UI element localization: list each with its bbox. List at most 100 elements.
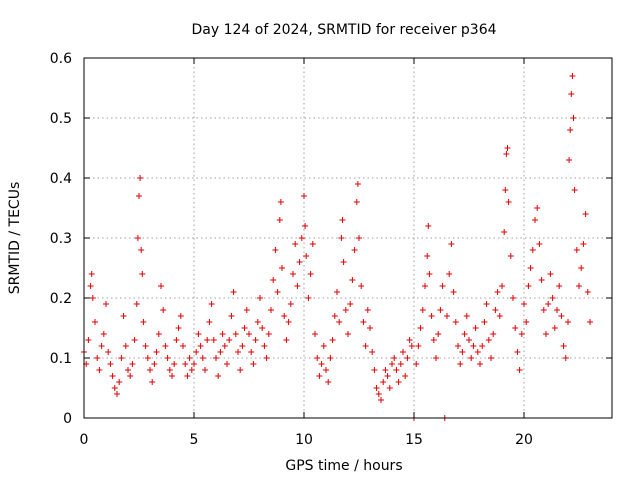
data-point — [230, 289, 237, 295]
data-point — [285, 319, 292, 325]
data-point — [334, 289, 340, 295]
data-point — [433, 355, 439, 361]
data-point — [466, 337, 472, 343]
data-point — [94, 355, 101, 361]
data-point — [307, 271, 314, 277]
data-point — [483, 301, 490, 307]
data-point — [426, 271, 433, 277]
data-point — [353, 199, 360, 205]
data-point — [450, 289, 457, 295]
data-point — [292, 241, 299, 247]
data-point — [367, 325, 373, 331]
data-point — [217, 349, 224, 355]
data-point — [87, 283, 94, 289]
y-tick-label: 0.2 — [50, 291, 72, 307]
data-point — [364, 307, 371, 313]
data-point — [349, 277, 356, 283]
data-point — [492, 307, 499, 313]
data-point — [446, 271, 453, 277]
data-point — [265, 331, 272, 337]
data-point — [270, 277, 277, 283]
data-point — [261, 343, 268, 349]
data-point — [109, 373, 116, 379]
data-point — [545, 301, 552, 307]
data-point — [243, 307, 250, 313]
data-point — [158, 283, 164, 289]
data-point — [521, 301, 527, 307]
data-point — [248, 349, 255, 355]
data-point — [554, 307, 560, 313]
x-tick-labels: 0 5 10 15 20 — [80, 432, 533, 448]
data-point — [160, 307, 167, 313]
data-point — [391, 355, 398, 361]
data-point — [305, 295, 312, 301]
data-point — [268, 307, 274, 313]
y-tick-label: 0.3 — [50, 231, 72, 247]
data-point — [540, 307, 547, 313]
data-point — [314, 355, 321, 361]
data-point — [303, 253, 310, 259]
data-point — [114, 391, 120, 397]
data-point — [331, 313, 338, 319]
data-point — [568, 91, 575, 97]
data-point — [316, 373, 323, 379]
data-point — [171, 361, 178, 367]
data-point — [430, 337, 437, 343]
data-point — [122, 343, 129, 349]
data-point — [428, 313, 435, 319]
data-point — [424, 253, 431, 259]
plot-frame — [83, 57, 613, 419]
y-tick-label: 0.6 — [50, 51, 72, 67]
data-point — [501, 229, 508, 235]
data-point — [369, 349, 376, 355]
data-point — [283, 337, 290, 343]
data-point — [565, 319, 571, 325]
data-point — [202, 367, 208, 373]
data-point — [439, 283, 446, 289]
data-point — [534, 205, 541, 211]
data-point — [437, 307, 444, 313]
data-point — [504, 145, 511, 151]
x-tick-label: 5 — [190, 432, 199, 448]
data-point — [142, 343, 149, 349]
data-point — [137, 175, 144, 181]
data-point — [338, 235, 345, 241]
data-point — [127, 373, 134, 379]
data-point — [100, 331, 107, 337]
data-point — [224, 361, 230, 367]
data-point — [195, 331, 202, 337]
data-point — [516, 367, 523, 373]
data-point — [133, 301, 140, 307]
data-point — [419, 307, 426, 313]
data-point — [499, 283, 505, 289]
data-point — [120, 313, 127, 319]
data-point — [182, 361, 189, 367]
data-point — [567, 127, 574, 133]
data-point — [125, 367, 131, 373]
data-point — [239, 343, 246, 349]
data-point — [92, 319, 98, 325]
x-tick-label: 20 — [515, 432, 533, 448]
data-point — [529, 247, 536, 253]
data-point — [479, 343, 486, 349]
data-point — [298, 235, 305, 241]
y-axis-label: SRMTID / TECUs — [7, 182, 23, 295]
data-point — [213, 355, 219, 361]
data-point — [131, 337, 138, 343]
data-point — [347, 301, 354, 307]
data-points — [81, 73, 593, 421]
data-point — [362, 343, 369, 349]
x-axis-label: GPS time / hours — [285, 458, 402, 474]
data-point — [193, 349, 200, 355]
data-point — [556, 283, 563, 289]
data-point — [180, 343, 186, 349]
x-tick-label: 0 — [80, 432, 89, 448]
data-point — [134, 235, 141, 241]
data-point — [111, 385, 118, 391]
axis-ticks — [83, 57, 612, 419]
data-point — [382, 367, 389, 373]
data-point — [327, 355, 334, 361]
data-point — [144, 355, 151, 361]
data-point — [547, 271, 554, 277]
